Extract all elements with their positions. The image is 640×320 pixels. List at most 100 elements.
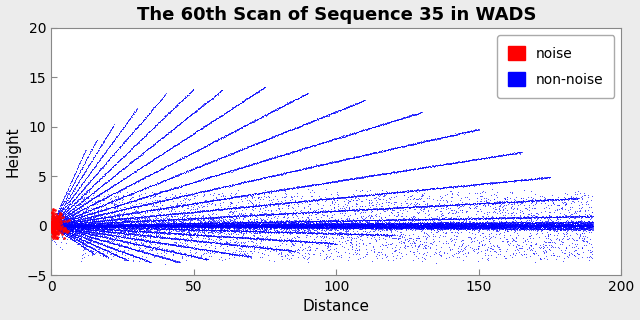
Point <box>253 224 263 229</box>
Point <box>439 184 449 189</box>
Point <box>428 221 438 227</box>
Point <box>61 225 71 230</box>
Point <box>58 199 68 204</box>
Point <box>453 160 463 165</box>
Point <box>195 227 205 232</box>
Point <box>198 222 209 228</box>
Point <box>383 223 394 228</box>
Point <box>77 234 87 239</box>
Point <box>145 208 155 213</box>
Point <box>122 258 132 263</box>
Point <box>132 210 142 215</box>
Point <box>319 240 329 245</box>
Point <box>345 222 355 228</box>
Point <box>363 223 373 228</box>
Point <box>358 222 369 228</box>
Point <box>457 223 467 228</box>
Point <box>525 221 535 226</box>
Point <box>553 221 563 226</box>
Point <box>122 251 132 256</box>
Point <box>235 225 245 230</box>
Point <box>406 221 416 226</box>
Point <box>291 96 301 101</box>
Point <box>547 219 557 224</box>
Point <box>260 224 270 229</box>
Point <box>310 240 321 245</box>
Point <box>131 108 141 113</box>
Point <box>474 220 484 225</box>
Point <box>420 217 431 222</box>
Point <box>515 223 525 228</box>
Point <box>148 225 159 230</box>
Point <box>56 246 67 251</box>
Point <box>559 222 570 227</box>
Point <box>79 206 90 211</box>
Point <box>551 225 561 230</box>
Point <box>302 225 312 230</box>
Point <box>516 216 526 221</box>
Point <box>326 136 337 141</box>
Point <box>465 221 475 227</box>
Point <box>222 222 232 227</box>
Point <box>508 221 518 227</box>
Point <box>548 222 558 228</box>
Point <box>397 224 408 229</box>
Point <box>91 150 101 156</box>
Point <box>156 199 166 204</box>
Point <box>323 222 333 227</box>
Point <box>431 163 441 168</box>
Point <box>118 219 128 224</box>
Point <box>213 225 223 230</box>
Point <box>497 200 508 205</box>
Point <box>422 164 432 170</box>
Point <box>122 251 132 256</box>
Point <box>144 223 154 228</box>
Point <box>517 223 527 228</box>
Point <box>85 244 95 249</box>
Point <box>93 223 104 228</box>
Point <box>438 216 449 221</box>
Point <box>65 222 76 227</box>
Point <box>113 222 124 228</box>
Point <box>139 221 149 226</box>
Point <box>213 222 223 228</box>
Point <box>73 231 83 236</box>
Point <box>446 160 456 165</box>
Point <box>445 248 455 253</box>
Point <box>48 222 58 227</box>
Point <box>265 135 275 140</box>
Point <box>279 223 289 228</box>
Point <box>107 184 117 189</box>
Point <box>234 216 244 221</box>
Point <box>183 181 193 186</box>
Point <box>518 215 529 220</box>
Point <box>102 228 113 234</box>
Point <box>114 227 124 232</box>
Point <box>249 222 259 228</box>
Point <box>549 233 559 238</box>
Point <box>68 229 78 235</box>
Point <box>348 222 358 227</box>
Point <box>506 215 516 220</box>
Point <box>50 224 60 229</box>
Point <box>324 209 335 214</box>
Point <box>319 223 330 228</box>
Point <box>236 249 246 254</box>
Point <box>412 140 422 145</box>
Point <box>60 217 70 222</box>
Point <box>175 236 186 241</box>
Point <box>140 148 150 153</box>
Point <box>175 222 185 228</box>
Point <box>131 247 141 252</box>
Point <box>124 211 134 216</box>
Point <box>481 223 492 228</box>
Point <box>106 198 116 204</box>
Point <box>84 237 95 243</box>
Point <box>527 215 538 220</box>
Point <box>482 222 492 227</box>
Point <box>484 222 494 227</box>
Point <box>465 182 475 188</box>
Point <box>345 194 355 199</box>
Point <box>510 228 520 234</box>
Point <box>259 220 269 225</box>
